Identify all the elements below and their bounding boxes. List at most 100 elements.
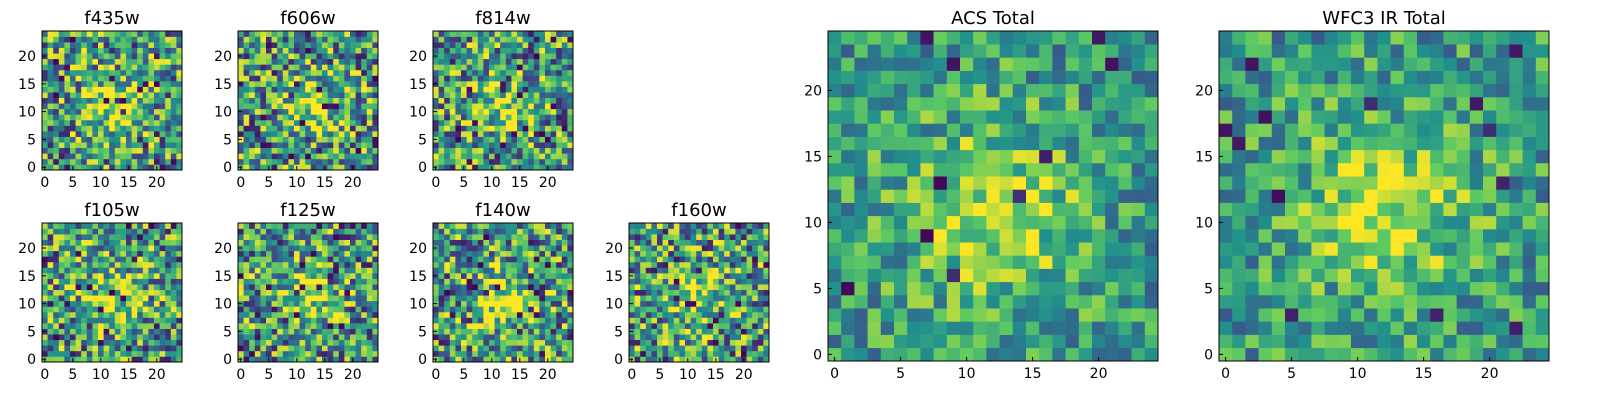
heatmap-cell bbox=[176, 153, 182, 159]
heatmap-cell bbox=[534, 59, 540, 65]
heatmap-cell bbox=[674, 273, 680, 279]
heatmap-cell bbox=[534, 64, 540, 70]
heatmap-cell bbox=[674, 267, 680, 273]
heatmap-cell bbox=[663, 273, 669, 279]
heatmap-cell bbox=[562, 223, 568, 229]
heatmap-cell bbox=[881, 348, 895, 362]
heatmap-cell bbox=[81, 318, 87, 324]
heatmap-cell bbox=[747, 334, 753, 340]
heatmap-cell bbox=[528, 114, 534, 120]
heatmap-cell bbox=[506, 103, 512, 109]
heatmap-cell bbox=[1079, 216, 1093, 230]
heatmap-cell bbox=[87, 262, 93, 268]
heatmap-cell bbox=[868, 321, 882, 335]
heatmap-cell bbox=[59, 251, 65, 257]
heatmap-cell bbox=[828, 269, 842, 283]
heatmap-cell bbox=[126, 345, 132, 351]
heatmap-cell bbox=[523, 153, 529, 159]
heatmap-cell bbox=[758, 279, 764, 285]
heatmap-cell bbox=[707, 318, 713, 324]
heatmap-cell bbox=[344, 81, 350, 87]
heatmap-cell bbox=[104, 131, 110, 137]
heatmap-cell bbox=[115, 229, 121, 235]
heatmap-cell bbox=[115, 290, 121, 296]
heatmap-cell bbox=[132, 148, 138, 154]
heatmap-cell bbox=[372, 37, 378, 43]
heatmap-cell bbox=[115, 98, 121, 104]
heatmap-cell bbox=[534, 306, 540, 312]
heatmap-cell bbox=[272, 329, 278, 335]
heatmap-cell bbox=[478, 42, 484, 48]
heatmap-cell bbox=[48, 267, 54, 273]
heatmap-cell bbox=[70, 301, 76, 307]
heatmap-cell bbox=[450, 256, 456, 262]
heatmap-cell bbox=[1132, 203, 1146, 217]
heatmap-cell bbox=[461, 240, 467, 246]
heatmap-cell bbox=[64, 323, 70, 329]
heatmap-cell bbox=[126, 142, 132, 148]
heatmap-cell bbox=[120, 356, 126, 362]
heatmap-cell bbox=[523, 273, 529, 279]
heatmap-cell bbox=[70, 142, 76, 148]
heatmap-cell bbox=[528, 329, 534, 335]
heatmap-cell bbox=[685, 262, 691, 268]
heatmap-cell bbox=[115, 251, 121, 257]
heatmap-cell bbox=[478, 120, 484, 126]
y-tick-label: 20 bbox=[214, 241, 232, 257]
heatmap-cell bbox=[176, 267, 182, 273]
heatmap-cell bbox=[724, 340, 730, 346]
heatmap-cell bbox=[266, 131, 272, 137]
heatmap-cell bbox=[707, 295, 713, 301]
heatmap-cell bbox=[115, 114, 121, 120]
heatmap-cell bbox=[120, 323, 126, 329]
heatmap-cell bbox=[556, 356, 562, 362]
heatmap-cell bbox=[455, 223, 461, 229]
heatmap-cell bbox=[730, 334, 736, 340]
heatmap-cell bbox=[328, 42, 334, 48]
heatmap-cell bbox=[1118, 150, 1132, 164]
heatmap-cell bbox=[48, 334, 54, 340]
heatmap-cell bbox=[115, 142, 121, 148]
heatmap-cell bbox=[657, 229, 663, 235]
heatmap-cell bbox=[70, 131, 76, 137]
heatmap-cell bbox=[48, 53, 54, 59]
heatmap-cell bbox=[1013, 189, 1027, 203]
heatmap-cell bbox=[266, 329, 272, 335]
heatmap-cell bbox=[283, 31, 289, 37]
heatmap-cell bbox=[171, 345, 177, 351]
heatmap-cell bbox=[528, 234, 534, 240]
heatmap-cell bbox=[841, 321, 855, 335]
heatmap-cell bbox=[361, 137, 367, 143]
heatmap-cell bbox=[266, 31, 272, 37]
heatmap-cell bbox=[87, 64, 93, 70]
heatmap-cell bbox=[562, 64, 568, 70]
heatmap-cell bbox=[556, 223, 562, 229]
heatmap-cell bbox=[651, 245, 657, 251]
heatmap-cell bbox=[973, 203, 987, 217]
heatmap-cell bbox=[294, 120, 300, 126]
heatmap-cell bbox=[260, 31, 266, 37]
heatmap-cell bbox=[260, 153, 266, 159]
heatmap-cell bbox=[657, 284, 663, 290]
heatmap-cell bbox=[350, 295, 356, 301]
x-tick-label: 5 bbox=[655, 367, 664, 383]
heatmap-cell bbox=[283, 351, 289, 357]
heatmap-cell bbox=[311, 229, 317, 235]
heatmap-cell bbox=[266, 273, 272, 279]
heatmap-cell bbox=[272, 262, 278, 268]
heatmap-cell bbox=[640, 234, 646, 240]
heatmap-cell bbox=[567, 284, 573, 290]
heatmap-cell bbox=[361, 312, 367, 318]
heatmap-cell bbox=[444, 59, 450, 65]
heatmap-cell bbox=[439, 356, 445, 362]
heatmap-cell bbox=[165, 329, 171, 335]
heatmap-cell bbox=[322, 31, 328, 37]
heatmap-cell bbox=[249, 81, 255, 87]
heatmap-cell bbox=[973, 189, 987, 203]
heatmap-cell bbox=[495, 98, 501, 104]
heatmap-cell bbox=[344, 351, 350, 357]
heatmap-cell bbox=[483, 223, 489, 229]
heatmap-cell bbox=[328, 234, 334, 240]
heatmap-cell bbox=[76, 37, 82, 43]
heatmap-cell bbox=[272, 159, 278, 165]
